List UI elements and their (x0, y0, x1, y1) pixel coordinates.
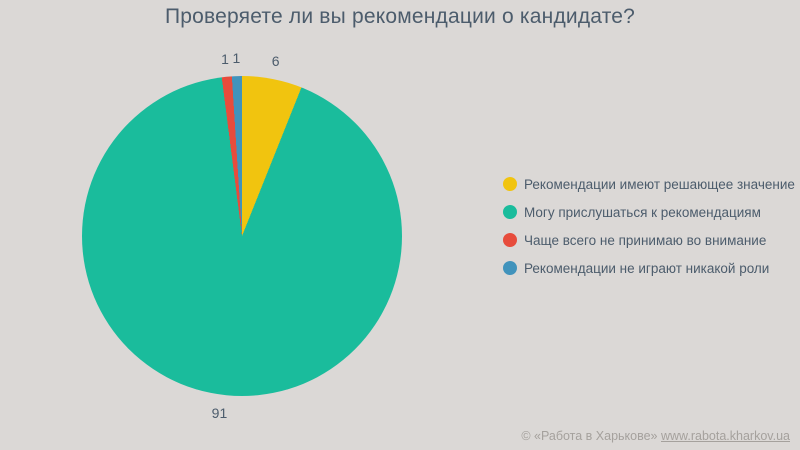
footer-credit: © «Работа в Харькове» www.rabota.kharkov… (521, 429, 790, 443)
footer-link[interactable]: www.rabota.kharkov.ua (661, 429, 790, 443)
legend-label: Рекомендации имеют решающее значение (524, 176, 795, 192)
slice-value-label: 1 (232, 50, 241, 67)
legend-label: Чаще всего не принимаю во внимание (524, 232, 767, 248)
legend-swatch-teal-icon (503, 205, 517, 219)
legend-label: Рекомендации не играют никакой роли (524, 260, 770, 276)
legend-label: Могу прислушаться к рекомендациям (524, 204, 761, 220)
legend-swatch-blue-icon (503, 261, 517, 275)
legend-item-decisive[interactable]: Рекомендации имеют решающее значение (503, 170, 795, 198)
legend-item-listen[interactable]: Могу прислушаться к рекомендациям (503, 198, 795, 226)
slice-value-label: 91 (211, 404, 228, 421)
pie-chart[interactable] (82, 76, 402, 396)
slice-value-label: 6 (271, 53, 280, 70)
legend: Рекомендации имеют решающее значение Мог… (503, 170, 795, 282)
legend-swatch-yellow-icon (503, 177, 517, 191)
legend-swatch-red-icon (503, 233, 517, 247)
chart-title: Проверяете ли вы рекомендации о кандидат… (164, 5, 636, 28)
copyright-text: © «Работа в Харькове» (521, 429, 658, 443)
slice-value-label: 1 (221, 50, 229, 67)
legend-item-no-role[interactable]: Рекомендации не играют никакой роли (503, 254, 795, 282)
legend-item-ignore[interactable]: Чаще всего не принимаю во внимание (503, 226, 795, 254)
